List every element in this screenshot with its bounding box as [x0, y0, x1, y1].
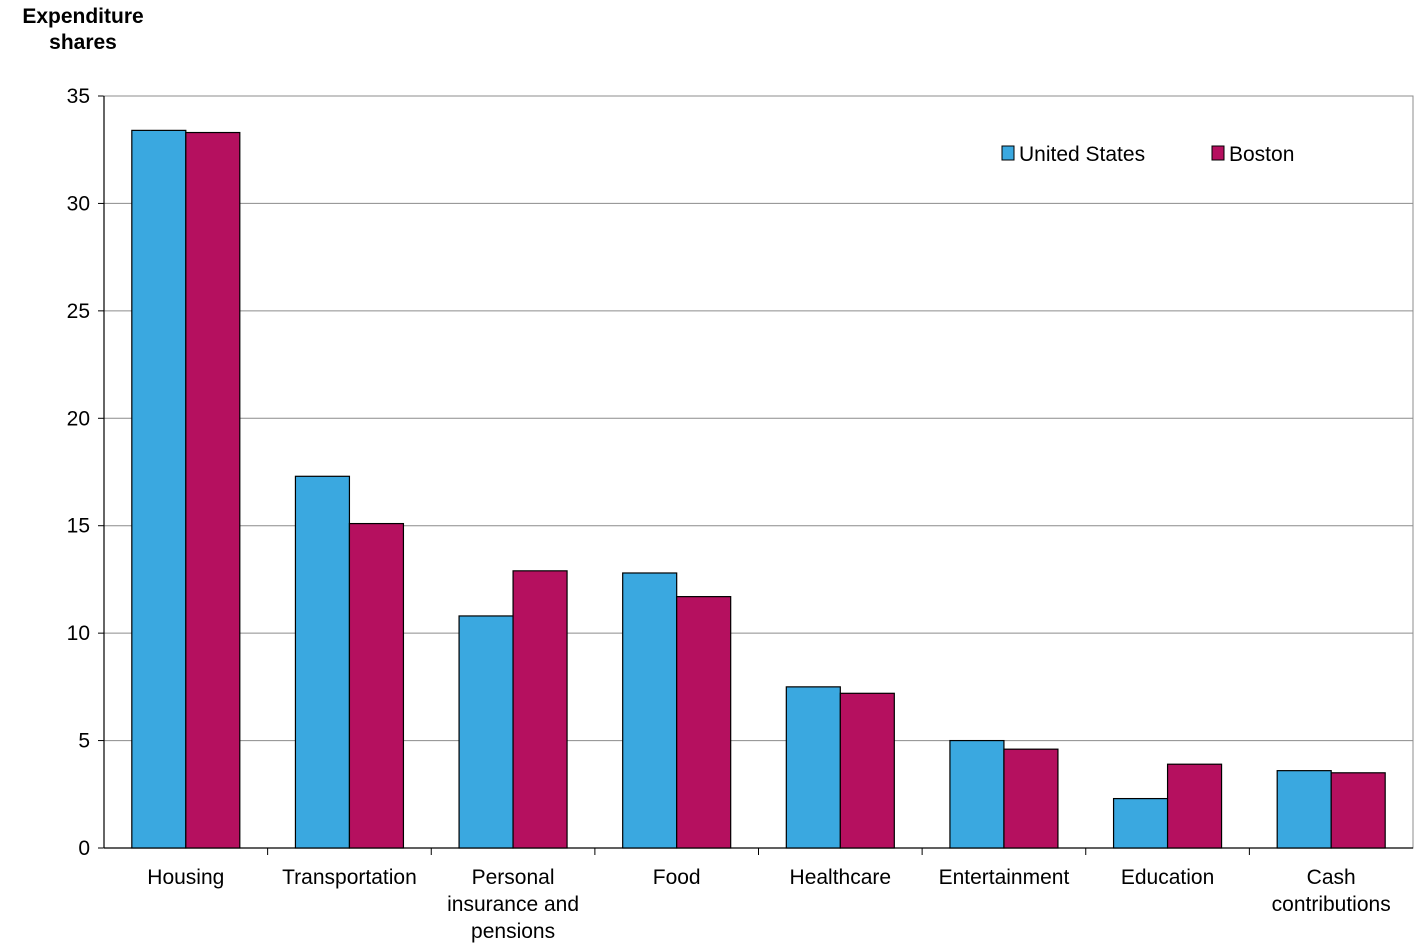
x-tick-label: Personal: [472, 866, 555, 889]
bar-boston: [1166, 763, 1223, 849]
y-tick-label: 35: [67, 85, 90, 108]
y-axis-title-line-1: Expenditure: [22, 5, 144, 28]
x-tick-label: insurance and: [447, 893, 579, 916]
x-tick-label: Entertainment: [939, 866, 1070, 889]
x-tick-label: contributions: [1272, 893, 1391, 916]
y-tick-label: 15: [67, 515, 90, 538]
bar-boston: [1330, 772, 1386, 849]
bar-boston: [839, 692, 895, 849]
x-tick-label: Cash: [1307, 866, 1356, 889]
bar-united-states: [622, 572, 678, 849]
y-tick-label: 10: [67, 622, 90, 645]
bar-united-states: [131, 129, 187, 849]
x-tick-label: Food: [653, 866, 701, 889]
legend-label: United States: [1019, 143, 1145, 166]
bar-boston: [676, 596, 732, 849]
y-axis-title: Expenditure shares: [8, 4, 158, 56]
x-tick-label: Housing: [147, 866, 224, 889]
x-tick-label: pensions: [471, 920, 555, 943]
bar-united-states: [1112, 797, 1169, 849]
y-tick-label: 20: [67, 407, 90, 430]
y-tick-label: 5: [78, 730, 90, 753]
y-tick-label: 0: [78, 837, 90, 860]
bar-united-states: [294, 475, 351, 849]
legend-swatch: [1211, 145, 1225, 161]
bar-united-states: [458, 615, 514, 849]
y-axis-title-line-2: shares: [49, 31, 117, 54]
bar-boston: [185, 131, 241, 849]
y-tick-label: 30: [67, 192, 90, 215]
legend-swatch: [1001, 145, 1015, 161]
bar-boston: [348, 522, 405, 849]
y-tick-label: 25: [67, 300, 90, 323]
bar-united-states: [1276, 770, 1332, 849]
bar-boston: [512, 570, 568, 849]
x-tick-label: Healthcare: [790, 866, 892, 889]
bar-united-states: [949, 739, 1005, 849]
bar-boston: [1003, 748, 1059, 849]
x-tick-label: Transportation: [282, 866, 417, 889]
x-tick-label: Education: [1121, 866, 1214, 889]
legend-label: Boston: [1229, 143, 1294, 166]
bar-united-states: [785, 686, 841, 849]
